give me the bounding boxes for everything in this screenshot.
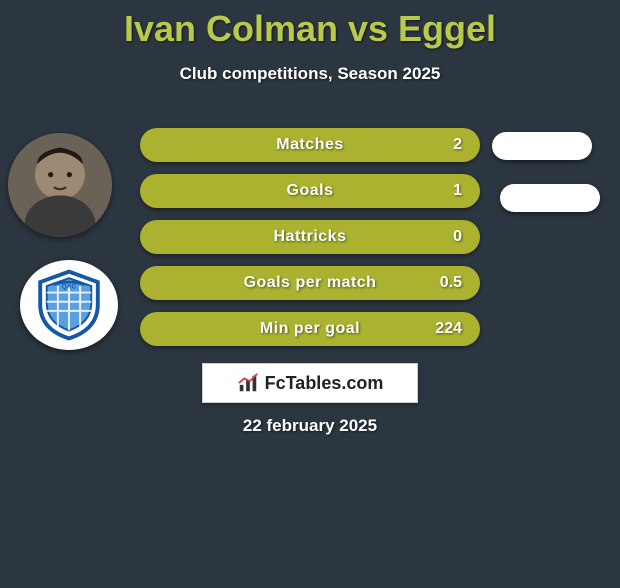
stat-row-hattricks: Hattricks 0: [140, 220, 480, 254]
stat-row-min-per-goal: Min per goal 224: [140, 312, 480, 346]
avatar-placeholder-icon: [8, 133, 112, 237]
stat-left-value: 2: [453, 136, 462, 154]
player-left-club-badge: QAC: [20, 260, 118, 350]
stat-label: Matches: [276, 136, 344, 154]
stat-left-value: 0: [453, 228, 462, 246]
site-logo: FcTables.com: [202, 363, 418, 403]
snapshot-date: 22 february 2025: [0, 416, 620, 436]
page-title: Ivan Colman vs Eggel: [0, 8, 620, 50]
stat-left-value: 1: [453, 182, 462, 200]
stat-right-pill: [500, 184, 600, 212]
stat-row-goals: Goals 1: [140, 174, 480, 208]
stat-right-pill: [492, 132, 592, 160]
page-subtitle: Club competitions, Season 2025: [0, 64, 620, 84]
player-left-avatar: [8, 133, 112, 237]
stat-label: Hattricks: [274, 228, 347, 246]
svg-text:QAC: QAC: [62, 284, 77, 291]
site-logo-text: FcTables.com: [265, 373, 384, 394]
stat-label: Goals: [287, 182, 334, 200]
chart-icon: [237, 372, 259, 394]
stat-label: Min per goal: [260, 320, 360, 338]
stat-left-value: 224: [435, 320, 462, 338]
stat-bars: Matches 2 Goals 1 Hattricks 0 Goals per …: [140, 128, 480, 358]
club-shield-icon: QAC: [33, 269, 105, 341]
stat-left-value: 0.5: [440, 274, 462, 292]
stat-label: Goals per match: [244, 274, 377, 292]
stat-row-matches: Matches 2: [140, 128, 480, 162]
stat-row-goals-per-match: Goals per match 0.5: [140, 266, 480, 300]
